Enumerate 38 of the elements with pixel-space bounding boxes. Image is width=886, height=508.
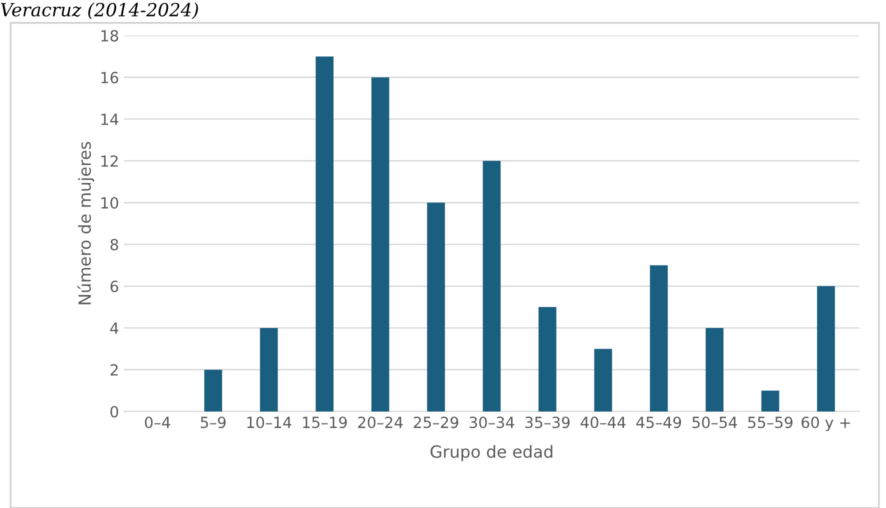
- x-axis-title: Grupo de edad: [430, 445, 552, 462]
- chart-title: Veracruz (2014-2024): [0, 2, 198, 20]
- y-tick-label: 12: [101, 155, 118, 167]
- bar: [204, 370, 222, 412]
- x-tick-label: 45–49: [636, 416, 682, 428]
- y-tick-label: 14: [101, 114, 118, 125]
- x-tick-label: 20–24: [358, 416, 403, 428]
- y-tick-label: 8: [110, 238, 118, 250]
- x-tick-label: 30–34: [470, 416, 514, 428]
- y-tick-label: 18: [101, 30, 118, 42]
- bar: [482, 160, 501, 412]
- bar: [761, 390, 780, 412]
- y-tick-label: 0: [110, 406, 118, 418]
- x-tick-label: 60 y +: [802, 416, 850, 432]
- bar: [316, 56, 334, 412]
- bar: [594, 348, 612, 412]
- y-tick-label: 2: [110, 364, 118, 376]
- x-tick-label: 10–14: [247, 416, 292, 428]
- bar: [817, 286, 835, 412]
- bar: [260, 328, 278, 412]
- x-tick-label: 5–9: [200, 416, 226, 428]
- x-tick-label: 40–44: [580, 416, 626, 428]
- x-tick-label: 25–29: [414, 416, 458, 428]
- x-tick-label: 55–59: [748, 416, 792, 428]
- bar: [371, 77, 390, 412]
- x-tick-label: 35–39: [525, 416, 570, 428]
- bar: [706, 328, 724, 412]
- y-axis-title: Número de mujeres: [77, 142, 94, 304]
- y-tick-label: 6: [110, 280, 118, 292]
- x-tick-label: 0–4: [144, 416, 170, 428]
- x-tick-label: 15–19: [303, 416, 347, 428]
- x-tick-label: 50–54: [692, 416, 737, 428]
- y-tick-label: 10: [101, 197, 118, 209]
- bar: [650, 265, 668, 412]
- y-tick-label: 4: [110, 322, 118, 334]
- y-tick-label: 16: [101, 72, 118, 84]
- bar: [427, 202, 445, 412]
- bar: [538, 307, 556, 412]
